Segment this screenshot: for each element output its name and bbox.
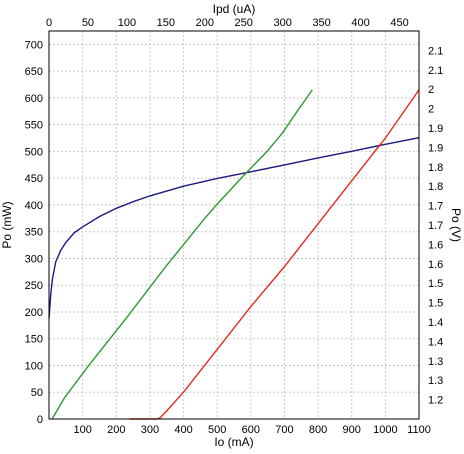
x-axis-title-top: Ipd (uA) (213, 2, 256, 16)
y-tick-left-label: 700 (25, 39, 43, 51)
y-tick-right-label: 1.6 (428, 259, 443, 271)
y-tick-right-label: 1.6 (428, 239, 443, 251)
y-tick-right-label: 1.8 (428, 162, 443, 174)
series-line-1 (48, 137, 420, 319)
x-tick-bottom-label: 900 (343, 424, 361, 436)
y-tick-right-label: 2.1 (428, 45, 443, 57)
y-tick-left-label: 600 (25, 93, 43, 105)
y-tick-right-label: 1.5 (428, 278, 443, 290)
x-tick-top-label: 250 (235, 17, 253, 29)
y-axis-title-left: Po (mW) (0, 201, 14, 248)
y-tick-right-label: 1.5 (428, 298, 443, 310)
x-tick-bottom-label: 300 (141, 424, 159, 436)
x-tick-top-label: 350 (312, 17, 330, 29)
y-tick-right-label: 2.1 (428, 65, 443, 77)
x-tick-bottom-label: 600 (242, 424, 260, 436)
y-tick-right-label: 1.7 (428, 220, 443, 232)
y-tick-left-label: 150 (25, 334, 43, 346)
x-tick-top-label: 150 (157, 17, 175, 29)
y-axis-title-right: Po (V) (449, 208, 463, 242)
series-layer (48, 89, 420, 420)
x-tick-bottom-label: 400 (174, 424, 192, 436)
x-tick-top-label: 200 (196, 17, 214, 29)
x-tick-bottom-label: 200 (107, 424, 125, 436)
y-tick-right-label: 1.3 (428, 375, 443, 387)
x-tick-bottom-label: 800 (309, 424, 327, 436)
y-tick-left-label: 50 (31, 387, 43, 399)
y-tick-left-label: 200 (25, 307, 43, 319)
x-tick-bottom-label: 500 (208, 424, 226, 436)
y-tick-left-label: 650 (25, 66, 43, 78)
x-tick-top-label: 100 (118, 17, 136, 29)
plot-frame (48, 30, 420, 420)
y-tick-right-label: 1.9 (428, 123, 443, 135)
y-tick-right-label: 1.8 (428, 181, 443, 193)
series-line-3 (129, 89, 420, 420)
y-tick-right-label: 1.7 (428, 201, 443, 213)
x-tick-top-label: 50 (82, 17, 94, 29)
y-tick-right-label: 1.2 (428, 395, 443, 407)
y-tick-left-label: 0 (37, 414, 43, 426)
y-tick-right-label: 2 (428, 104, 434, 116)
x-tick-top-label: 0 (46, 17, 52, 29)
y-tick-right-label: 1.4 (428, 336, 443, 348)
x-tick-top-label: 300 (274, 17, 292, 29)
grid (49, 31, 419, 419)
y-tick-right-label: 1.9 (428, 142, 443, 154)
x-tick-bottom-label: 1000 (373, 424, 397, 436)
y-tick-left-label: 550 (25, 120, 43, 132)
y-tick-left-label: 300 (25, 253, 43, 265)
x-tick-top-label: 450 (390, 17, 408, 29)
y-tick-right-label: 1.3 (428, 356, 443, 368)
x-tick-bottom-label: 700 (275, 424, 293, 436)
y-tick-left-label: 450 (25, 173, 43, 185)
y-tick-left-label: 250 (25, 280, 43, 292)
series-line-2 (51, 89, 313, 420)
y-tick-left-label: 400 (25, 200, 43, 212)
x-axis-title-bottom: Io (mA) (214, 435, 253, 449)
y-tick-left-label: 100 (25, 360, 43, 372)
y-tick-left-label: 500 (25, 146, 43, 158)
y-tick-left-label: 350 (25, 227, 43, 239)
y-tick-right-label: 2 (428, 84, 434, 96)
y-tick-right-label: 1.4 (428, 317, 443, 329)
x-tick-bottom-label: 1100 (407, 424, 431, 436)
x-tick-top-label: 400 (351, 17, 369, 29)
x-tick-bottom-label: 100 (73, 424, 91, 436)
